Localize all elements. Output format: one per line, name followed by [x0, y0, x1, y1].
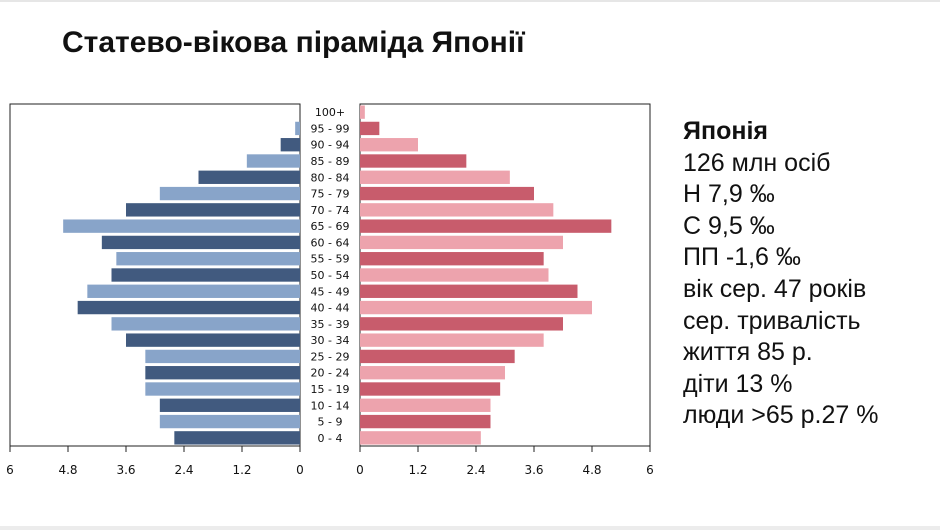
slide-bottom-edge	[0, 526, 940, 530]
right-bar	[360, 186, 534, 201]
left-axis-tick-label: 2.4	[174, 463, 193, 477]
info-birth-rate: Н 7,9 ‰	[683, 180, 775, 209]
age-group-label: 25 - 29	[311, 350, 350, 363]
age-group-label: 30 - 34	[311, 334, 350, 347]
left-bar	[174, 431, 300, 445]
left-bar	[159, 186, 300, 201]
right-bar	[360, 170, 510, 184]
left-bar	[246, 154, 300, 168]
right-bar	[360, 154, 467, 168]
left-bar	[111, 268, 300, 282]
left-bar	[116, 252, 300, 266]
info-natural-growth: ПП -1,6 ‰	[683, 243, 801, 272]
info-elderly-share: люди >65 р.27 %	[683, 401, 879, 430]
slide-top-edge	[0, 0, 940, 2]
left-axis-tick-label: 6	[6, 463, 14, 477]
left-axis-tick-label: 4.8	[58, 463, 77, 477]
country-name: Японія	[683, 117, 768, 145]
right-bar	[360, 366, 505, 380]
info-population: 126 млн осіб	[683, 148, 831, 177]
left-axis-tick-label: 3.6	[116, 463, 135, 477]
left-bar	[126, 203, 300, 217]
right-bar	[360, 219, 612, 233]
right-axis-tick-label: 2.4	[466, 463, 485, 477]
right-bar	[360, 138, 418, 152]
age-group-label: 5 - 9	[318, 416, 343, 429]
right-bar	[360, 431, 481, 445]
age-group-label: 65 - 69	[311, 220, 350, 233]
left-bar	[159, 414, 300, 429]
left-bar	[295, 121, 300, 136]
country-info-panel: Японія 126 млн осіб Н 7,9 ‰ С 9,5 ‰ ПП -…	[683, 116, 878, 432]
left-axis-tick-label: 0	[296, 463, 304, 477]
age-group-label: 80 - 84	[311, 171, 350, 184]
info-children-share: діти 13 %	[683, 369, 793, 398]
left-bar	[77, 300, 301, 315]
age-group-label: 50 - 54	[311, 269, 350, 282]
left-bar	[159, 398, 300, 412]
right-bar	[360, 252, 544, 266]
info-median-age: вік сер. 47 років	[683, 274, 867, 303]
left-bar	[111, 317, 300, 331]
left-bar	[87, 284, 300, 298]
right-bar	[360, 414, 491, 429]
right-axis-tick-label: 0	[356, 463, 364, 477]
right-bar	[360, 235, 563, 250]
right-axis-tick-label: 4.8	[582, 463, 601, 477]
right-bar	[360, 333, 544, 347]
left-bar	[198, 170, 300, 184]
age-group-label: 0 - 4	[318, 432, 343, 445]
age-group-label: 20 - 24	[311, 367, 350, 380]
right-axis-tick-label: 3.6	[524, 463, 543, 477]
right-bar	[360, 300, 592, 315]
left-axis-tick-label: 1.2	[232, 463, 251, 477]
left-bar	[63, 219, 300, 233]
right-bar	[360, 398, 491, 412]
right-bar	[360, 284, 578, 298]
right-bar	[360, 349, 515, 364]
slide-title: Статево-вікова піраміда Японії	[62, 26, 525, 59]
age-group-label: 100+	[315, 106, 345, 119]
age-group-label: 75 - 79	[311, 188, 350, 201]
right-bar	[360, 105, 365, 119]
left-bar	[101, 235, 300, 250]
right-bar	[360, 382, 501, 396]
left-bar	[280, 138, 300, 152]
age-group-label: 70 - 74	[311, 204, 350, 217]
left-bar	[145, 349, 300, 364]
age-group-label: 85 - 89	[311, 155, 350, 168]
right-bar	[360, 121, 380, 136]
left-bar	[145, 366, 300, 380]
info-life-expectancy-value: життя 85 р.	[683, 338, 813, 367]
age-group-label: 60 - 64	[311, 236, 350, 249]
age-group-label: 10 - 14	[311, 399, 350, 412]
age-group-label: 95 - 99	[311, 122, 350, 135]
right-bar	[360, 203, 554, 217]
age-group-label: 40 - 44	[311, 302, 350, 315]
info-death-rate: С 9,5 ‰	[683, 211, 775, 240]
right-axis-tick-label: 1.2	[408, 463, 427, 477]
info-life-expectancy-label: сер. тривалість	[683, 306, 861, 335]
right-axis-tick-label: 6	[646, 463, 654, 477]
right-bar	[360, 317, 563, 331]
left-bar	[145, 382, 300, 396]
age-group-label: 55 - 59	[311, 253, 350, 266]
age-group-label: 90 - 94	[311, 139, 350, 152]
age-group-label: 35 - 39	[311, 318, 350, 331]
left-bar	[126, 333, 300, 347]
age-group-label: 45 - 49	[311, 285, 350, 298]
age-group-label: 15 - 19	[311, 383, 350, 396]
right-bar	[360, 268, 549, 282]
